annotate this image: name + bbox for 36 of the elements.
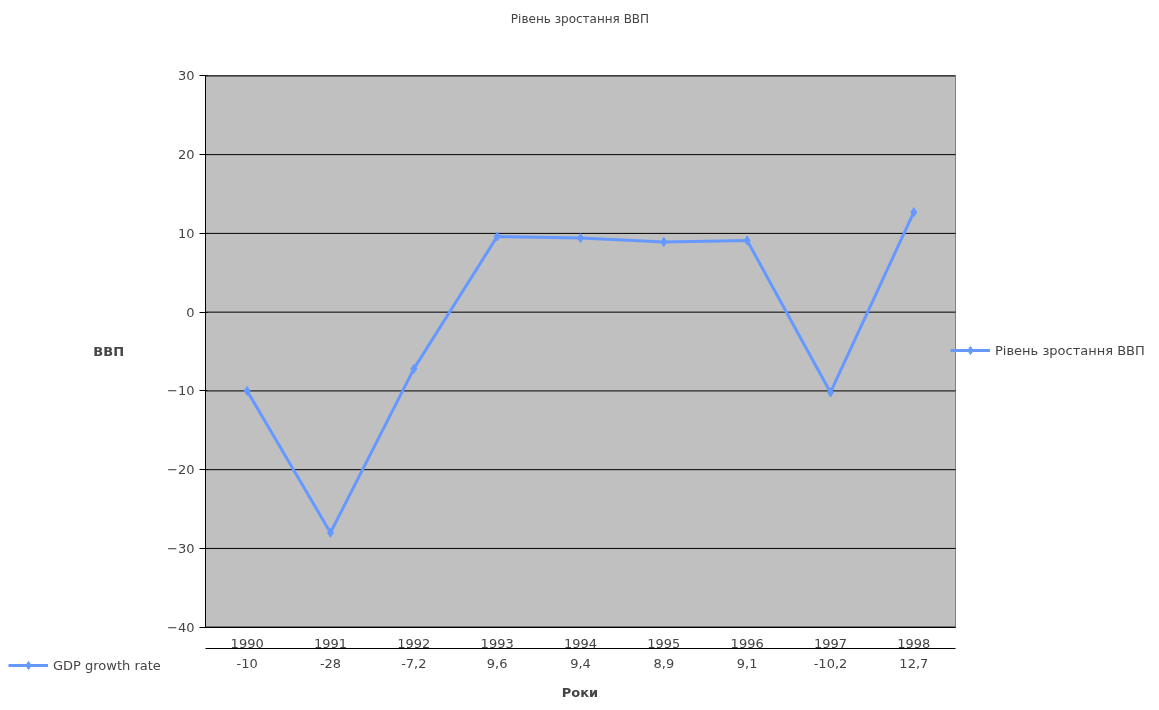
data-label: 9,4 bbox=[570, 655, 591, 671]
y-axis-title: ВВП bbox=[93, 344, 125, 359]
chart-title: Рівень зростання ВВП bbox=[510, 11, 650, 26]
x-tick-label: 1996 bbox=[730, 636, 764, 652]
point bbox=[243, 385, 251, 396]
x-tick-label: 1990 bbox=[230, 636, 264, 652]
x-tick-label: 1994 bbox=[563, 636, 598, 652]
y-tick-label: 30 bbox=[177, 68, 195, 84]
x-tick-label: 1991 bbox=[313, 636, 348, 652]
y-tick-label: −40 bbox=[167, 619, 195, 635]
data-label: -28 bbox=[319, 655, 342, 671]
x-tick-label: 1998 bbox=[897, 636, 931, 652]
y-tick-label: 0 bbox=[186, 304, 195, 320]
x-tick-label: 1997 bbox=[813, 636, 848, 652]
y-tick-label: −10 bbox=[167, 383, 195, 399]
y-tick-label: −20 bbox=[167, 462, 195, 478]
point bbox=[660, 237, 668, 248]
data-label: -10 bbox=[236, 655, 258, 671]
data-label: 9,6 bbox=[486, 655, 508, 671]
y-tick-label: −30 bbox=[167, 540, 195, 556]
x-axis-title: Роки bbox=[561, 684, 599, 700]
point bbox=[910, 207, 918, 218]
data-label: 8,9 bbox=[653, 655, 675, 671]
data-label: 12,7 bbox=[899, 655, 929, 671]
y-tick-label: 10 bbox=[177, 225, 195, 241]
data-label: 9,1 bbox=[736, 655, 758, 671]
x-tick-label: 1995 bbox=[647, 636, 681, 652]
point bbox=[493, 231, 501, 242]
x-tick-label: 1993 bbox=[480, 636, 514, 652]
text: GDP growth rate bbox=[53, 657, 161, 673]
data-label: -7,2 bbox=[401, 655, 427, 671]
data-label: -10,2 bbox=[813, 655, 848, 671]
x-tick-label: 1992 bbox=[397, 636, 431, 652]
point bbox=[410, 363, 418, 374]
legend-label: Рівень зростання ВВП bbox=[995, 342, 1145, 358]
y-tick-label: 20 bbox=[177, 147, 195, 163]
